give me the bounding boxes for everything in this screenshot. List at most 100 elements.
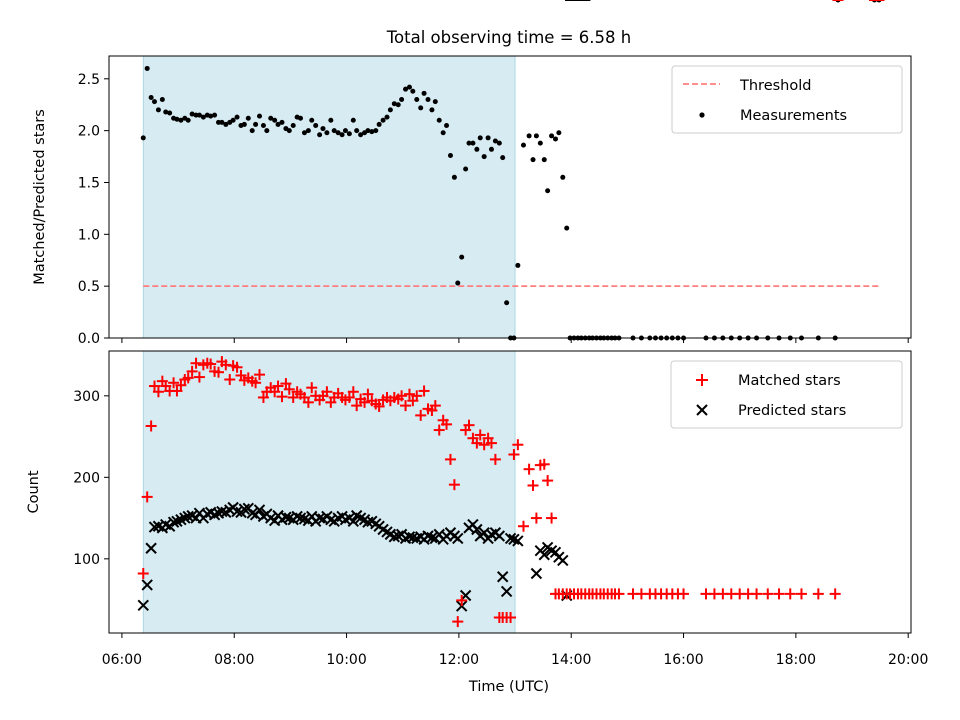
bottom-plot-frame — [108, 350, 912, 634]
matched-star-point — [396, 390, 408, 402]
matched-star-point — [152, 386, 164, 398]
bottom-y-axis-label: Count — [26, 470, 42, 513]
predicted-star-point — [167, 516, 180, 528]
measurement-point — [399, 97, 405, 103]
top-y-tick-label: 2.0 — [78, 124, 100, 140]
measurement-point — [234, 114, 240, 120]
predicted-star-point — [557, 554, 569, 567]
matched-star-point — [474, 429, 486, 441]
matched-star-point — [478, 439, 490, 451]
predicted-star-point — [392, 530, 404, 542]
x-tick-label: 14:00 — [551, 652, 591, 668]
predicted-star-point — [179, 512, 191, 524]
matched-star-point — [505, 612, 517, 624]
matched-star-point — [773, 588, 785, 600]
matched-star-point — [148, 380, 160, 392]
matched-star-point — [145, 420, 157, 432]
measurement-point — [459, 254, 465, 260]
matched-star-point — [283, 383, 295, 395]
predicted-star-point — [538, 549, 550, 561]
x-tick-label: 18:00 — [776, 652, 816, 668]
matched-star-point — [795, 588, 807, 600]
matched-star-point — [508, 449, 520, 461]
matched-star-point — [546, 512, 558, 524]
predicted-star-point — [500, 585, 513, 598]
top-y-axis: 0.0 0.5 1.0 1.5 2.0 2.5 — [78, 72, 109, 347]
predicted-star-point — [388, 531, 401, 543]
measurement-point — [275, 121, 281, 127]
measurement-point — [260, 122, 266, 128]
measurement-point — [358, 132, 364, 138]
measurement-point — [148, 94, 154, 100]
bottom-panel: 100 200 300 06:00 08:00 10:00 12:00 14:00 16:00… — [26, 0, 928, 695]
matched-star-point — [517, 520, 529, 532]
matched-star-point — [463, 419, 475, 431]
matched-star-point — [269, 386, 281, 398]
measurement-point — [414, 97, 420, 103]
predicted-star-point — [530, 567, 543, 580]
measurement-point — [309, 117, 315, 123]
predicted-star-point — [496, 571, 509, 583]
measurement-point — [178, 117, 184, 123]
measurement-point — [545, 188, 551, 194]
matched-star-point — [441, 418, 453, 430]
measurement-point — [500, 155, 506, 161]
measurement-point — [564, 225, 570, 231]
matched-star-point — [287, 391, 299, 403]
matched-star-point — [231, 361, 243, 373]
measurement-point — [339, 132, 345, 138]
matched-star-point — [429, 400, 441, 412]
predicted-star-point — [426, 531, 438, 544]
measurement-point — [324, 130, 330, 136]
x-tick-label: 10:00 — [326, 652, 366, 668]
bottom-y-tick-label: 300 — [73, 389, 100, 405]
matched-star-point — [829, 588, 841, 600]
measurement-point — [230, 117, 236, 123]
matched-star-point — [678, 588, 690, 600]
measurement-point — [151, 99, 157, 105]
matched-star-point — [168, 377, 180, 389]
matched-star-point — [527, 479, 539, 491]
measurement-point — [279, 119, 285, 125]
predicted-star-point — [512, 535, 524, 547]
matched-star-point — [485, 437, 497, 449]
matched-star-point — [523, 463, 535, 475]
measurement-point — [272, 117, 278, 123]
measurement-point — [541, 157, 547, 163]
predicted-star-point — [246, 507, 258, 519]
x-tick-label: 06:00 — [102, 652, 142, 668]
measurement-point — [520, 142, 526, 148]
measurement-point — [189, 111, 195, 117]
predicted-stars-legend-marker — [696, 404, 708, 416]
matched-star-point — [471, 437, 483, 449]
measurement-point — [429, 107, 435, 113]
measurement-point — [418, 105, 424, 111]
measurement-point — [552, 136, 558, 142]
matched-star-point — [182, 372, 194, 384]
measurement-point — [440, 130, 446, 136]
measurement-point — [350, 117, 356, 123]
matched-star-point — [276, 391, 288, 403]
top-panel: 0.0 0.5 1.0 1.5 2.0 2.5 Matched/Predicted sta… — [32, 0, 912, 347]
matched-star-point — [613, 588, 625, 600]
matched-star-point — [175, 379, 187, 391]
measurement-point — [200, 114, 206, 120]
measurement-point — [530, 157, 536, 163]
matched-star-point — [254, 369, 266, 381]
measurements-legend-label: Measurements — [740, 108, 847, 124]
measurement-point — [455, 280, 461, 286]
matched-star-point — [784, 588, 796, 600]
measurement-point — [556, 130, 562, 136]
matched-star-point — [452, 616, 464, 628]
measurement-point — [474, 146, 480, 152]
matched-star-point — [538, 458, 550, 470]
measurement-point — [549, 133, 555, 139]
measurement-point — [241, 121, 247, 127]
predicted-stars-series — [137, 0, 591, 612]
measurement-point — [515, 262, 521, 268]
measurement-point — [208, 113, 214, 119]
measurement-point — [373, 128, 379, 134]
predicted-star-point — [504, 532, 517, 545]
measurement-point — [376, 121, 382, 127]
